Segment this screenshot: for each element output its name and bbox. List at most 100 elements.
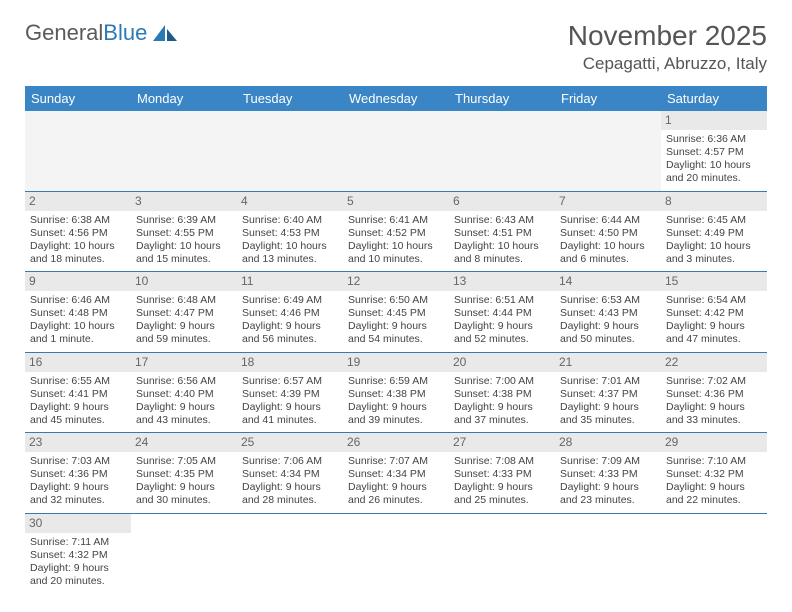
day-info-line: Sunrise: 6:45 AM: [666, 214, 762, 227]
calendar-cell: 29Sunrise: 7:10 AMSunset: 4:32 PMDayligh…: [661, 433, 767, 513]
weekday-header: Sunday Monday Tuesday Wednesday Thursday…: [25, 86, 767, 111]
day-info-line: Daylight: 9 hours: [454, 320, 550, 333]
calendar-cell: 26Sunrise: 7:07 AMSunset: 4:34 PMDayligh…: [343, 433, 449, 513]
day-number: 2: [25, 192, 131, 211]
calendar-cell: 17Sunrise: 6:56 AMSunset: 4:40 PMDayligh…: [131, 353, 237, 433]
day-info-line: and 39 minutes.: [348, 414, 444, 427]
calendar-cell: 20Sunrise: 7:00 AMSunset: 4:38 PMDayligh…: [449, 353, 555, 433]
day-info-line: Sunset: 4:42 PM: [666, 307, 762, 320]
calendar-cell: [237, 514, 343, 594]
day-info-line: Sunrise: 6:46 AM: [30, 294, 126, 307]
day-info-line: and 50 minutes.: [560, 333, 656, 346]
day-info-line: Daylight: 10 hours: [30, 240, 126, 253]
day-info-line: and 45 minutes.: [30, 414, 126, 427]
day-number: 21: [555, 353, 661, 372]
calendar-week: 9Sunrise: 6:46 AMSunset: 4:48 PMDaylight…: [25, 272, 767, 353]
calendar-cell: [343, 514, 449, 594]
calendar-cell: 19Sunrise: 6:59 AMSunset: 4:38 PMDayligh…: [343, 353, 449, 433]
weekday-label: Monday: [131, 86, 237, 111]
day-number: 23: [25, 433, 131, 452]
weekday-label: Friday: [555, 86, 661, 111]
day-info-line: Sunset: 4:45 PM: [348, 307, 444, 320]
day-info-line: Daylight: 10 hours: [454, 240, 550, 253]
calendar-week: 16 Sunrise: 6:55 AMSunset: 4:41 PM Dayligh…: [25, 353, 767, 434]
day-info-line: and 41 minutes.: [242, 414, 338, 427]
calendar-week: 23Sunrise: 7:03 AMSunset: 4:36 PMDayligh…: [25, 433, 767, 514]
day-info-line: Daylight: 10 hours: [560, 240, 656, 253]
logo: GeneralBlue: [25, 20, 181, 46]
day-info-line: Sunset: 4:46 PM: [242, 307, 338, 320]
day-info-line: Sunset: 4:33 PM: [560, 468, 656, 481]
calendar-cell: 13Sunrise: 6:51 AMSunset: 4:44 PMDayligh…: [449, 272, 555, 352]
day-info-line: Daylight: 9 hours: [136, 401, 232, 414]
day-info-line: Sunrise: 6:49 AM: [242, 294, 338, 307]
day-info-line: Daylight: 9 hours: [348, 481, 444, 494]
calendar-cell: 3Sunrise: 6:39 AMSunset: 4:55 PMDaylight…: [131, 192, 237, 272]
day-info-line: Sunrise: 7:05 AM: [136, 455, 232, 468]
logo-text-2: Blue: [103, 20, 147, 46]
day-info-line: and 23 minutes.: [560, 494, 656, 507]
day-info-line: Sunrise: 7:02 AM: [666, 375, 762, 388]
day-info-line: Sunrise: 6:55 AM: [30, 375, 126, 388]
day-info-line: Sunset: 4:41 PM: [30, 388, 126, 401]
weekday-label: Thursday: [449, 86, 555, 111]
day-number: 11: [237, 272, 343, 291]
day-info-line: and 47 minutes.: [666, 333, 762, 346]
day-info-line: Sunset: 4:49 PM: [666, 227, 762, 240]
day-info-line: Sunrise: 7:11 AM: [30, 536, 126, 549]
day-number: 14: [555, 272, 661, 291]
day-info-line: Daylight: 9 hours: [30, 481, 126, 494]
calendar: Sunday Monday Tuesday Wednesday Thursday…: [25, 86, 767, 593]
day-info-line: Sunset: 4:36 PM: [666, 388, 762, 401]
calendar-week: 30Sunrise: 7:11 AMSunset: 4:32 PMDayligh…: [25, 514, 767, 594]
day-info-line: and 28 minutes.: [242, 494, 338, 507]
calendar-cell: 14Sunrise: 6:53 AMSunset: 4:43 PMDayligh…: [555, 272, 661, 352]
weekday-label: Tuesday: [237, 86, 343, 111]
day-info-line: Daylight: 9 hours: [454, 401, 550, 414]
calendar-cell: 18Sunrise: 6:57 AMSunset: 4:39 PMDayligh…: [237, 353, 343, 433]
day-info-line: Sunrise: 6:51 AM: [454, 294, 550, 307]
day-info-line: and 43 minutes.: [136, 414, 232, 427]
calendar-cell: [555, 514, 661, 594]
day-info-line: and 6 minutes.: [560, 253, 656, 266]
day-number: 22: [661, 353, 767, 372]
day-info-line: Sunrise: 6:39 AM: [136, 214, 232, 227]
day-info-line: Daylight: 9 hours: [560, 401, 656, 414]
calendar-cell: [449, 111, 555, 191]
day-info-line: Sunrise: 6:40 AM: [242, 214, 338, 227]
day-info-line: Sunrise: 6:57 AM: [242, 375, 338, 388]
day-number: 30: [25, 514, 131, 533]
day-info-line: Daylight: 9 hours: [666, 401, 762, 414]
weekday-label: Sunday: [25, 86, 131, 111]
day-info-line: Sunset: 4:52 PM: [348, 227, 444, 240]
day-info-line: Daylight: 9 hours: [30, 562, 126, 575]
day-info-line: and 8 minutes.: [454, 253, 550, 266]
logo-text-1: General: [25, 20, 103, 46]
day-info-line: Daylight: 9 hours: [242, 401, 338, 414]
day-number: 16: [25, 353, 131, 372]
calendar-cell: 2Sunrise: 6:38 AMSunset: 4:56 PMDaylight…: [25, 192, 131, 272]
day-info-line: Sunset: 4:38 PM: [348, 388, 444, 401]
day-info-line: Daylight: 9 hours: [242, 481, 338, 494]
calendar-cell: 7Sunrise: 6:44 AMSunset: 4:50 PMDaylight…: [555, 192, 661, 272]
logo-sail-icon: [151, 23, 181, 43]
day-number: 19: [343, 353, 449, 372]
day-info-line: Sunset: 4:34 PM: [348, 468, 444, 481]
day-info-line: and 59 minutes.: [136, 333, 232, 346]
day-info-line: Sunset: 4:37 PM: [560, 388, 656, 401]
day-info-line: Daylight: 9 hours: [136, 320, 232, 333]
day-info-line: Daylight: 10 hours: [136, 240, 232, 253]
calendar-cell: [343, 111, 449, 191]
day-info-line: Daylight: 9 hours: [454, 481, 550, 494]
day-number: 12: [343, 272, 449, 291]
day-info-line: and 3 minutes.: [666, 253, 762, 266]
day-info-line: and 20 minutes.: [30, 575, 126, 588]
day-info-line: Sunrise: 7:03 AM: [30, 455, 126, 468]
day-number: 18: [237, 353, 343, 372]
day-info-line: Sunset: 4:55 PM: [136, 227, 232, 240]
day-info-line: and 37 minutes.: [454, 414, 550, 427]
day-info-line: Daylight: 9 hours: [666, 320, 762, 333]
day-info-line: and 1 minute.: [30, 333, 126, 346]
day-info-line: and 22 minutes.: [666, 494, 762, 507]
day-info-line: and 25 minutes.: [454, 494, 550, 507]
